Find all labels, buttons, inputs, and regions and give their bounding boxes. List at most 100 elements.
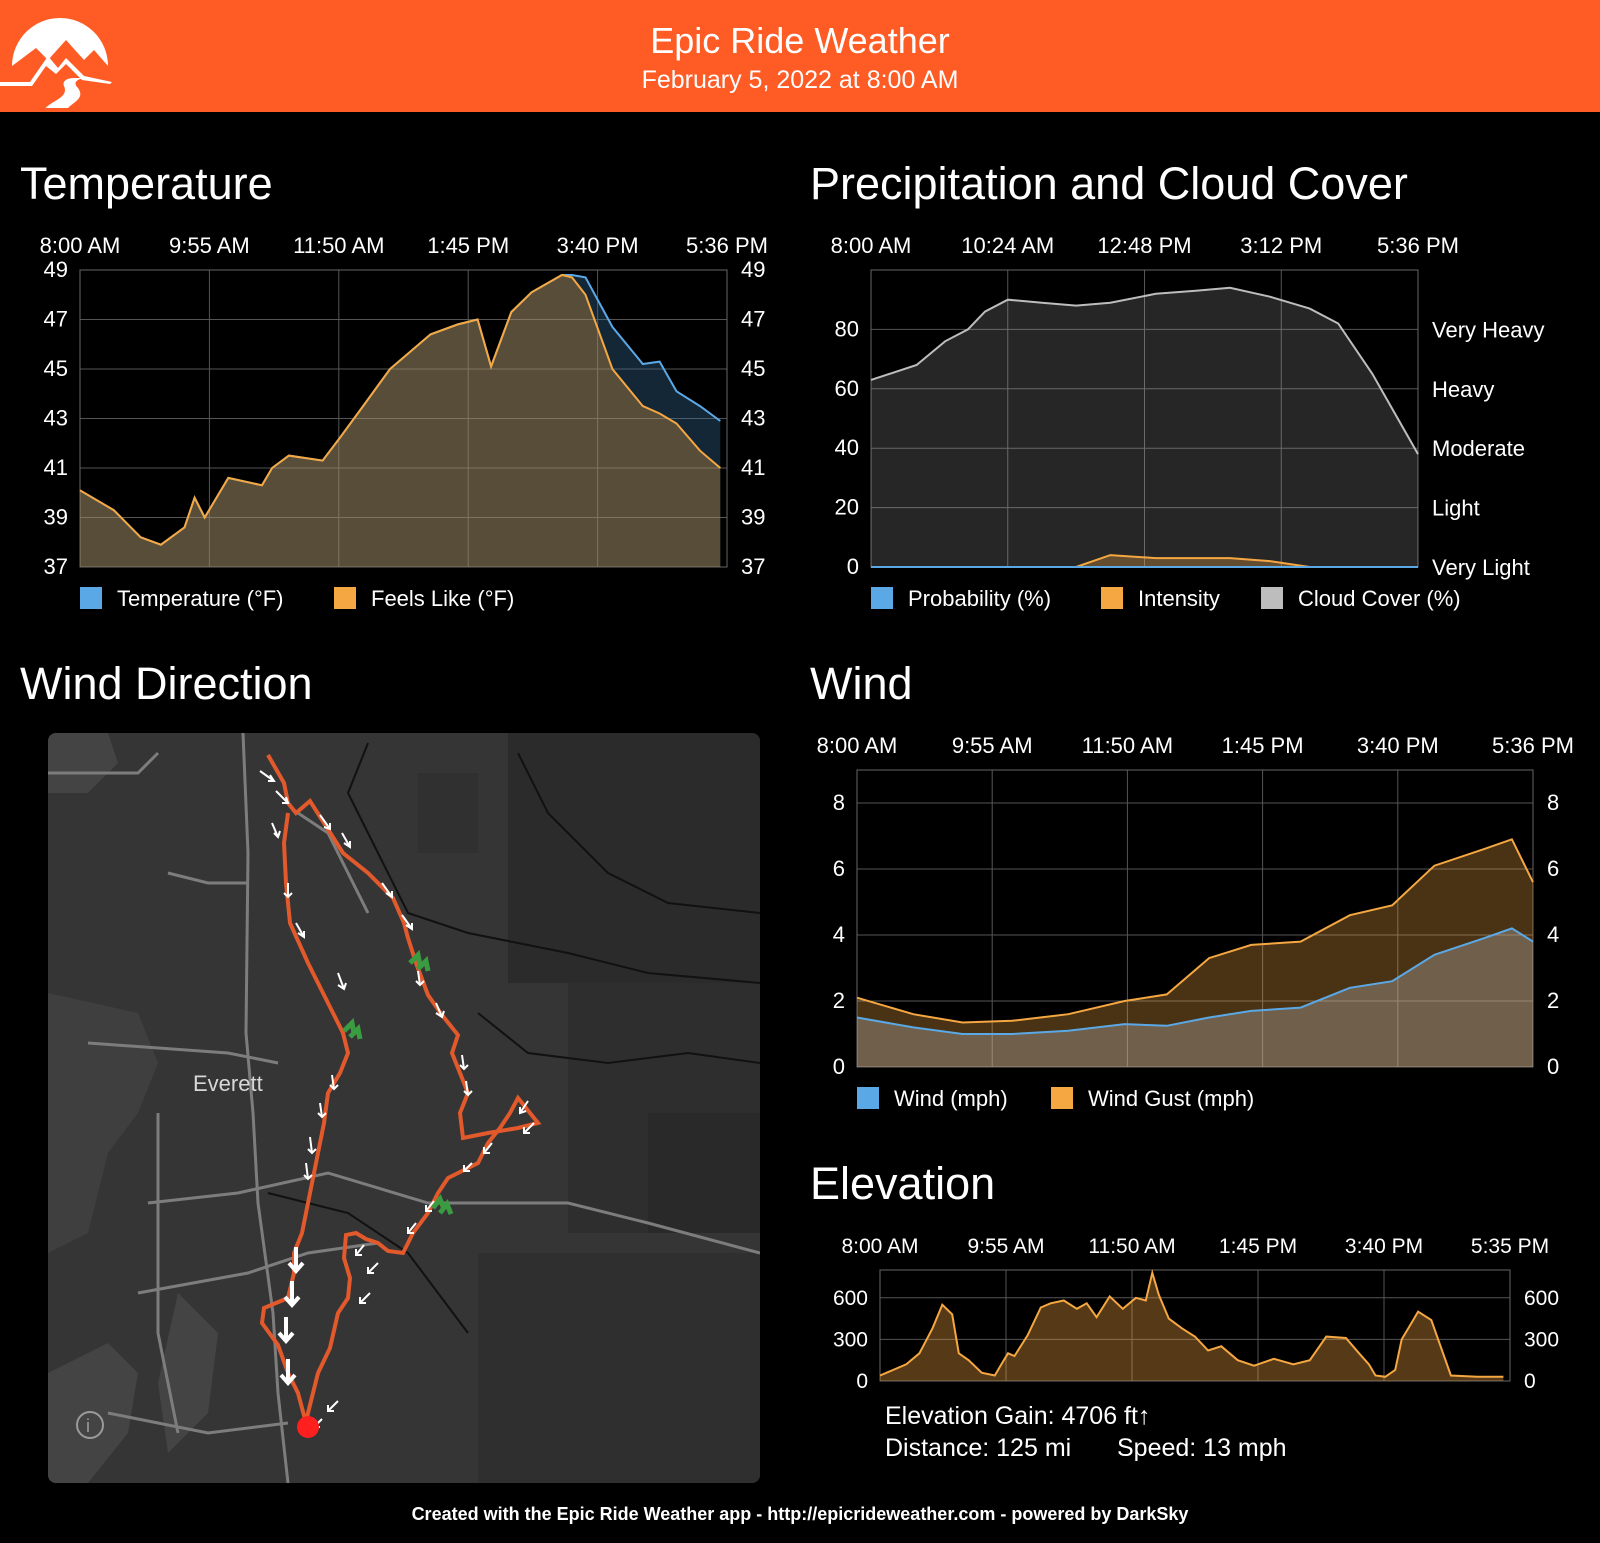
wind-direction-map[interactable]: Everett <box>48 733 760 1483</box>
temperature-title: Temperature <box>20 158 273 209</box>
wind-series-area-1 <box>857 839 1533 1067</box>
temperature-legend-label: Temperature (°F) <box>117 586 284 611</box>
temperature-y-tick-right: 47 <box>741 307 765 332</box>
wind-y-tick: 6 <box>833 856 845 881</box>
precipitation-series-area-2 <box>871 287 1418 567</box>
temperature-y-tick-right: 45 <box>741 356 765 381</box>
wind-series-line-0 <box>856 927 1534 1035</box>
map-city-label: Everett <box>193 1071 263 1096</box>
precipitation-intensity-label: Heavy <box>1432 377 1494 402</box>
elevation-plot-border <box>879 1269 1511 1382</box>
temperature-x-tick: 9:55 AM <box>169 233 250 258</box>
wind-x-tick: 8:00 AM <box>817 733 898 758</box>
elevation-series-area-0 <box>880 1272 1504 1381</box>
temperature-y-tick: 43 <box>44 406 68 431</box>
precipitation-legend-label: Probability (%) <box>908 586 1051 611</box>
elevation-x-tick: 9:55 AM <box>967 1235 1044 1258</box>
temperature-x-tick: 8:00 AM <box>40 233 121 258</box>
temperature-y-tick: 41 <box>44 455 68 480</box>
precipitation-chart <box>870 269 1419 609</box>
elevation-y-tick: 300 <box>833 1328 868 1351</box>
wind-y-tick: 4 <box>833 922 845 947</box>
temperature-y-tick-right: 43 <box>741 406 765 431</box>
precipitation-legend-swatch <box>1261 587 1283 609</box>
temperature-x-tick: 3:40 PM <box>557 233 639 258</box>
temperature-x-tick: 1:45 PM <box>427 233 509 258</box>
wind-chart <box>856 769 1534 1109</box>
temperature-y-tick: 37 <box>44 554 68 579</box>
temperature-y-tick: 47 <box>44 307 68 332</box>
precipitation-series-area-1 <box>871 555 1418 567</box>
temperature-x-tick: 11:50 AM <box>293 233 384 258</box>
precipitation-x-tick: 12:48 PM <box>1097 233 1191 258</box>
map-canvas: Everett <box>48 733 760 1483</box>
wind-y-tick: 0 <box>833 1054 845 1079</box>
wind-x-tick: 9:55 AM <box>952 733 1033 758</box>
wind-x-tick: 3:40 PM <box>1357 733 1439 758</box>
elevation-x-tick: 11:50 AM <box>1088 1235 1175 1258</box>
temperature-y-tick-right: 39 <box>741 505 765 530</box>
precipitation-x-tick: 5:36 PM <box>1377 233 1459 258</box>
temperature-y-tick: 39 <box>44 505 68 530</box>
footer-credit: Created with the Epic Ride Weather app -… <box>411 1504 1189 1524</box>
precipitation-x-tick: 3:12 PM <box>1240 233 1322 258</box>
elevation-y-tick: 600 <box>833 1287 868 1310</box>
elevation-y-tick-right: 600 <box>1524 1287 1559 1310</box>
epic-ride-logo <box>0 18 112 108</box>
wind-series-line-1 <box>856 838 1534 1024</box>
precipitation-intensity-label: Very Heavy <box>1432 317 1545 342</box>
wind-y-tick-right: 8 <box>1547 790 1559 815</box>
wind-x-tick: 11:50 AM <box>1082 733 1173 758</box>
precip-title: Precipitation and Cloud Cover <box>810 158 1408 209</box>
precipitation-series-line-2 <box>870 286 1419 455</box>
wind-plot-border <box>856 769 1534 1068</box>
temperature-plot-border <box>79 269 728 568</box>
info-icon[interactable]: i <box>76 1411 104 1439</box>
temperature-y-tick-right: 41 <box>741 455 765 480</box>
elevation-x-tick: 5:35 PM <box>1471 1235 1549 1258</box>
temperature-chart <box>79 269 728 609</box>
temperature-legend-swatch <box>80 587 102 609</box>
wind-legend-swatch <box>857 1087 879 1109</box>
elevation-y-tick-right: 300 <box>1524 1328 1559 1351</box>
precipitation-y-tick: 20 <box>835 495 859 520</box>
wind-x-tick: 5:36 PM <box>1492 733 1574 758</box>
elevation-x-tick: 1:45 PM <box>1219 1235 1297 1258</box>
precipitation-y-tick: 0 <box>847 554 859 579</box>
precipitation-intensity-label: Very Light <box>1432 555 1530 580</box>
wind-plot-area <box>857 770 1533 1067</box>
precipitation-legend-swatch <box>871 587 893 609</box>
app-title: Epic Ride Weather <box>650 20 950 61</box>
wind-y-tick-right: 2 <box>1547 988 1559 1013</box>
precipitation-legend-swatch <box>1101 587 1123 609</box>
temperature-series-area-1 <box>80 275 721 567</box>
wind-series-area-0 <box>857 928 1533 1067</box>
app-subtitle: February 5, 2022 at 8:00 AM <box>641 66 959 94</box>
elevation-chart <box>879 1268 1511 1382</box>
elevation-title: Elevation <box>810 1158 996 1209</box>
wind-arrows <box>259 770 535 1428</box>
temperature-legend-label: Feels Like (°F) <box>371 586 514 611</box>
wind-y-tick: 2 <box>833 988 845 1013</box>
precipitation-intensity-label: Light <box>1432 496 1480 521</box>
speed: Speed: 13 mph <box>1117 1434 1287 1462</box>
wind-y-tick-right: 0 <box>1547 1054 1559 1079</box>
wind-legend-label: Wind (mph) <box>894 1086 1008 1111</box>
wind-title: Wind <box>810 658 913 709</box>
precipitation-y-tick: 80 <box>835 316 859 341</box>
route-start-marker <box>297 1416 319 1438</box>
precipitation-legend-label: Intensity <box>1138 586 1220 611</box>
temperature-y-tick-right: 49 <box>741 257 765 282</box>
precipitation-legend-label: Cloud Cover (%) <box>1298 586 1461 611</box>
distance: Distance: 125 mi <box>885 1434 1072 1462</box>
wind-legend-label: Wind Gust (mph) <box>1088 1086 1254 1111</box>
elevation-x-tick: 8:00 AM <box>841 1235 918 1258</box>
temperature-y-tick-right: 37 <box>741 554 765 579</box>
wind-x-tick: 1:45 PM <box>1222 733 1304 758</box>
elevation-x-tick: 3:40 PM <box>1345 1235 1423 1258</box>
elevation-gain: Elevation Gain: 4706 ft↑ <box>885 1402 1151 1430</box>
precipitation-intensity-label: Moderate <box>1432 436 1525 461</box>
elevation-y-tick-right: 0 <box>1524 1370 1536 1393</box>
temperature-y-tick: 49 <box>44 257 68 282</box>
